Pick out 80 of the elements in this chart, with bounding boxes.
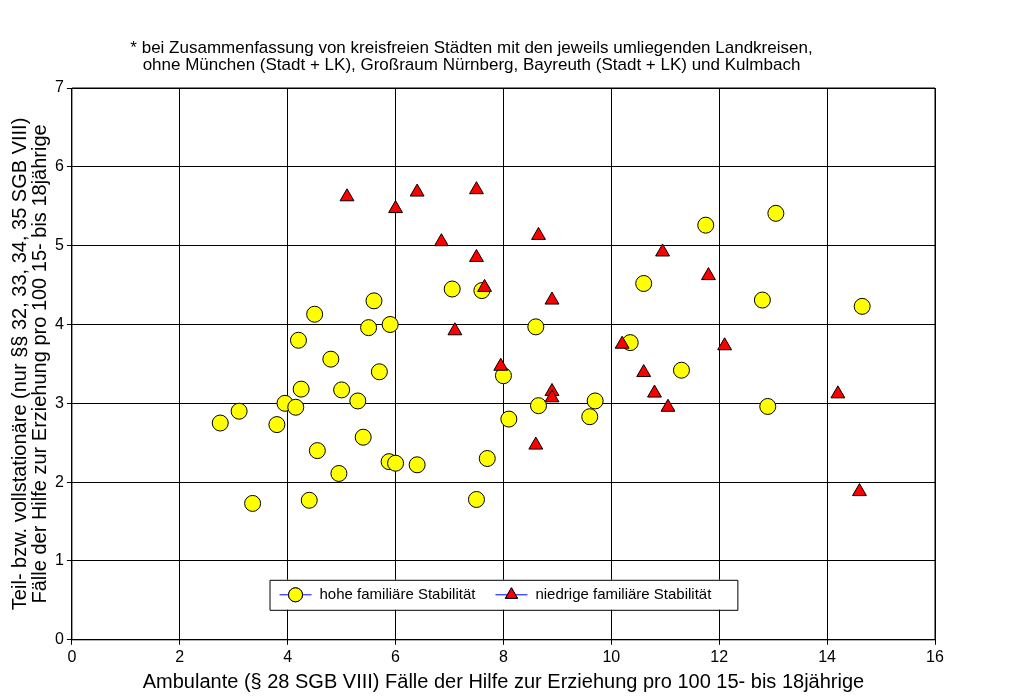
point <box>830 385 846 399</box>
point <box>753 291 771 309</box>
point <box>655 243 671 257</box>
y-tick-label: 5 <box>54 236 64 254</box>
point <box>531 226 546 240</box>
point <box>500 410 518 428</box>
point <box>387 454 405 472</box>
point <box>287 398 305 416</box>
point <box>349 392 367 410</box>
point <box>289 331 307 349</box>
chart-subtitle: * bei Zusammenfassung von kreisfreien Städten mit den jeweils umliegenden Landkreisen, ohne München (Stadt + LK), Großraum Nürnberg, Bayreuth (Stadt + LK) und Kulmbach <box>130 38 813 75</box>
y-tick-label: 4 <box>54 314 64 332</box>
point <box>333 381 351 399</box>
x-axis-title: Ambulante (§ 28 SGB VIII) Fälle der Hilfe zur Erziehung pro 100 15- bis 18jährige <box>142 669 865 692</box>
point <box>381 315 399 333</box>
point <box>467 490 485 508</box>
point <box>469 181 484 195</box>
legend-label: hohe familiäre Stabilität <box>319 584 477 602</box>
point <box>339 188 355 202</box>
x-tick-label: 16 <box>926 647 944 665</box>
y-tick-label: 3 <box>54 393 64 411</box>
point <box>767 204 785 222</box>
point <box>469 248 484 262</box>
y-tick-label: 6 <box>54 157 64 175</box>
point <box>717 337 733 351</box>
point <box>300 491 318 509</box>
point <box>544 291 560 305</box>
point <box>268 416 286 434</box>
point <box>230 402 248 420</box>
point <box>853 297 871 315</box>
point <box>306 305 324 323</box>
y-tick-label: 7 <box>54 78 64 96</box>
point <box>443 280 461 298</box>
point <box>447 322 463 336</box>
point <box>697 216 715 234</box>
y-axis-title: Teil- bzw. vollstationäre (nur §§ 32, 33, 34, 35 SGB VIII) Fälle der Hilfe zur Erziehung pro 100 15- bis 18jährige <box>7 117 50 611</box>
point <box>308 442 326 460</box>
point <box>586 392 604 410</box>
x-tick-label: 0 <box>67 647 77 665</box>
point <box>244 494 262 512</box>
point <box>660 398 676 412</box>
point <box>852 483 867 497</box>
point <box>365 292 383 310</box>
point <box>544 389 560 403</box>
x-tick-label: 12 <box>710 647 729 665</box>
y-tick-label: 1 <box>54 551 64 569</box>
x-tick-label: 6 <box>391 647 401 665</box>
y-tick-label: 0 <box>54 630 64 648</box>
x-tick-label: 8 <box>499 647 508 665</box>
point <box>493 357 509 371</box>
point <box>211 414 229 432</box>
point <box>528 436 544 450</box>
point <box>354 428 372 446</box>
point <box>635 275 653 292</box>
point <box>322 350 340 368</box>
point <box>478 449 496 467</box>
legend-label: niedrige familiäre Stabilität <box>535 584 713 602</box>
point <box>581 408 599 426</box>
point <box>408 456 426 474</box>
x-tick-label: 2 <box>175 647 185 665</box>
point <box>530 397 548 415</box>
x-tick-label: 10 <box>602 647 621 665</box>
point <box>701 267 716 281</box>
point <box>527 318 545 336</box>
y-tick-label: 2 <box>54 472 64 490</box>
point <box>647 384 662 398</box>
point <box>292 380 310 398</box>
point <box>477 278 492 292</box>
x-tick-label: 4 <box>283 647 293 665</box>
x-tick-label: 14 <box>818 647 837 665</box>
point <box>759 397 777 415</box>
point <box>360 319 378 337</box>
point <box>409 183 425 197</box>
point <box>433 233 449 247</box>
point <box>388 200 403 214</box>
point <box>330 464 348 482</box>
point <box>672 361 690 379</box>
point <box>636 364 652 378</box>
point <box>370 363 388 381</box>
point <box>614 335 630 349</box>
